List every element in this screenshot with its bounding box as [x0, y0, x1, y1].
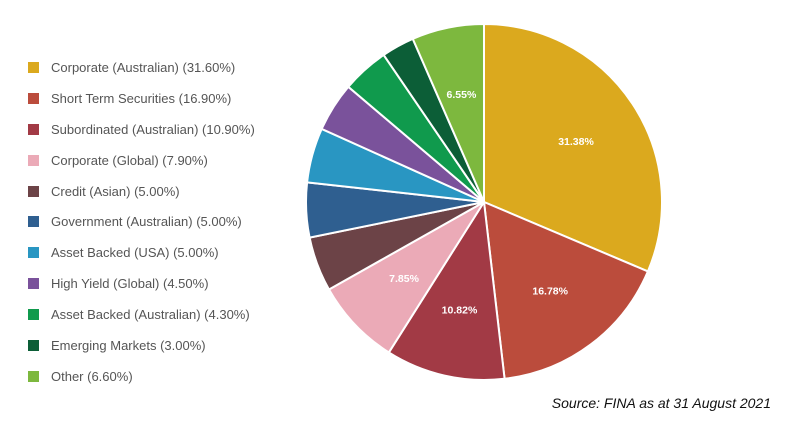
legend-item: Short Term Securities (16.90%) [28, 83, 255, 114]
pie-slice [482, 200, 650, 380]
legend-item: Corporate (Global) (7.90%) [28, 145, 255, 176]
slice-data-label: 6.55% [447, 89, 477, 101]
legend-label: Asset Backed (Australian) (4.30%) [51, 307, 250, 323]
slice-data-label: 16.78% [532, 285, 568, 297]
legend-item: Other (6.60%) [28, 361, 255, 392]
legend-swatch [28, 92, 39, 104]
legend-item: Government (Australian) (5.00%) [28, 206, 255, 237]
legend-swatch [28, 123, 39, 135]
legend-label: Corporate (Australian) (31.60%) [51, 59, 236, 75]
legend-label: Other (6.60%) [51, 368, 133, 384]
legend-swatch [28, 154, 39, 166]
legend-label: Asset Backed (USA) (5.00%) [51, 245, 219, 261]
legend-item: Asset Backed (Australian) (4.30%) [28, 299, 255, 330]
legend-swatch [28, 339, 39, 351]
legend-item: Asset Backed (USA) (5.00%) [28, 237, 255, 268]
pie-slice [387, 199, 506, 381]
pie-chart: 31.38% 16.78% 10.82% 7.85% 6.55% [305, 22, 663, 381]
slice-data-label: 7.85% [389, 273, 419, 285]
legend-swatch [28, 247, 39, 259]
chart-legend: Corporate (Australian) (31.60%) Short Ter… [28, 52, 255, 392]
legend-label: Government (Australian) (5.00%) [51, 214, 242, 230]
legend-label: Emerging Markets (3.00%) [51, 337, 206, 353]
legend-swatch [28, 61, 39, 73]
legend-label: Credit (Asian) (5.00%) [51, 183, 180, 199]
legend-swatch [28, 370, 39, 382]
pie-slice [411, 22, 485, 203]
legend-label: Short Term Securities (16.90%) [51, 90, 232, 106]
legend-item: Emerging Markets (3.00%) [28, 330, 255, 361]
legend-swatch [28, 309, 39, 321]
legend-label: High Yield (Global) (4.50%) [51, 276, 209, 292]
legend-swatch [28, 278, 39, 290]
legend-item: Subordinated (Australian) (10.90%) [28, 114, 255, 145]
pie-slice [483, 22, 663, 273]
legend-label: Corporate (Global) (7.90%) [51, 152, 208, 168]
legend-swatch [28, 185, 39, 197]
slice-data-label: 31.38% [558, 136, 594, 148]
legend-item: Credit (Asian) (5.00%) [28, 176, 255, 207]
legend-label: Subordinated (Australian) (10.90%) [51, 121, 255, 137]
source-note: Source: FINA as at 31 August 2021 [551, 395, 771, 411]
slice-data-label: 10.82% [442, 305, 478, 317]
legend-item: High Yield (Global) (4.50%) [28, 268, 255, 299]
legend-swatch [28, 216, 39, 228]
legend-item: Corporate (Australian) (31.60%) [28, 52, 255, 83]
